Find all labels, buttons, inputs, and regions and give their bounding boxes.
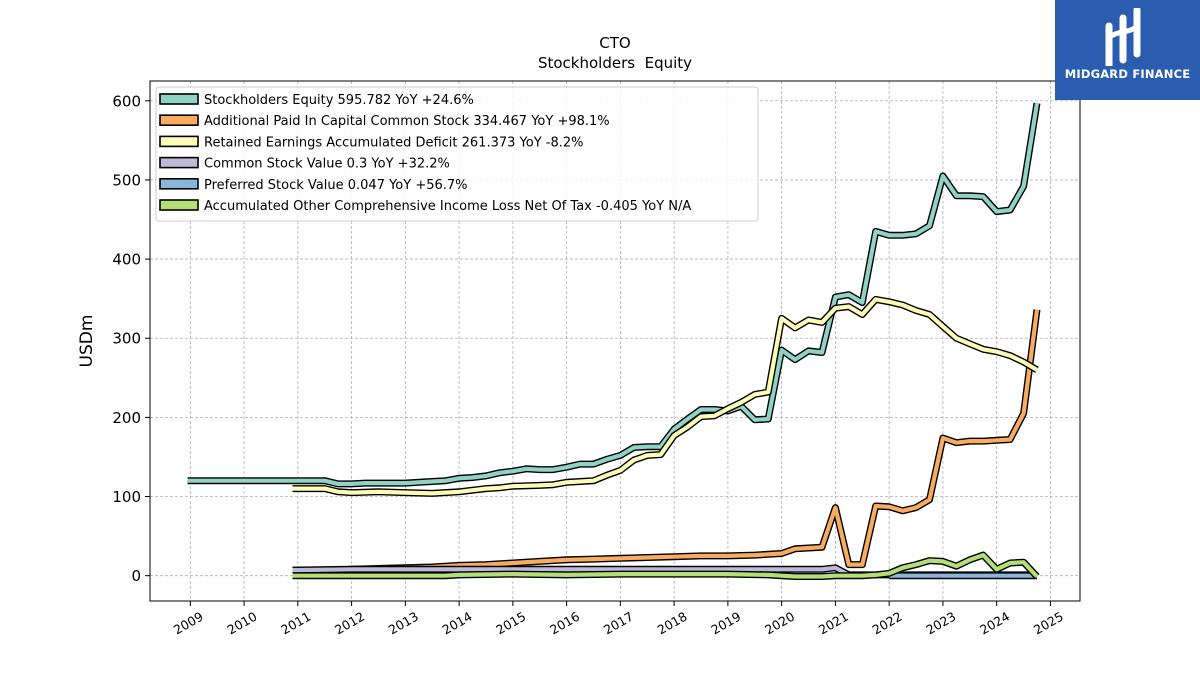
legend-item: Preferred Stock Value 0.047 YoY +56.7% (159, 178, 468, 193)
x-axis: 2009 2010 2011 2012 2013 2014 2015 2016 2017 2018… (171, 601, 1066, 638)
legend-label: Accumulated Other Comprehensive Income L… (204, 199, 691, 214)
y-tick-label: 300 (112, 330, 141, 348)
legend-swatch (159, 114, 199, 126)
chart-subtitle: Stockholders Equity (538, 54, 692, 72)
x-tick-label: 2024 (977, 609, 1012, 638)
legend-item: Retained Earnings Accumulated Deficit 26… (159, 135, 583, 150)
brand-name: MIDGARD FINANCE (1064, 67, 1191, 81)
x-tick-label: 2022 (870, 609, 905, 638)
legend-item: Additional Paid In Capital Common Stock … (159, 114, 610, 129)
x-tick-label: 2016 (547, 609, 582, 638)
series-line-stroke (292, 552, 1039, 579)
x-tick-label: 2020 (762, 609, 797, 638)
x-tick-label: 2011 (278, 609, 313, 638)
legend-item: Common Stock Value 0.3 YoY +32.2% (159, 156, 450, 172)
legend-swatch (159, 135, 199, 148)
y-tick-label: 400 (112, 251, 141, 269)
legend-box (155, 86, 759, 222)
y-tick-label: 500 (112, 171, 141, 189)
x-tick-label: 2015 (493, 609, 528, 638)
x-tick-label: 2012 (332, 609, 367, 638)
x-tick-label: 2010 (225, 609, 260, 638)
series-line (187, 102, 1041, 488)
midgard-logo-icon (1105, 8, 1141, 66)
legend-swatch (159, 93, 199, 105)
x-tick-label: 2014 (440, 609, 475, 638)
legend-label: Additional Paid In Capital Common Stock … (204, 114, 610, 129)
plot-frame (149, 80, 1081, 602)
legend-swatch (159, 178, 199, 190)
x-tick-label: 2013 (386, 609, 421, 638)
legend-label: Preferred Stock Value 0.047 YoY +56.7% (204, 178, 468, 193)
series-line-outline (292, 295, 1039, 497)
legend-item: Accumulated Other Comprehensive Income L… (159, 199, 691, 214)
series-line-stroke (292, 297, 1039, 496)
y-tick-label: 200 (112, 409, 141, 427)
y-axis-label: USDm (77, 315, 97, 368)
legend-label: Common Stock Value 0.3 YoY +32.2% (204, 157, 450, 172)
y-tick-label: 0 (131, 567, 141, 585)
x-tick-label: 2018 (655, 609, 690, 638)
x-tick-label: 2025 (1031, 609, 1066, 638)
legend: Stockholders Equity 595.782 YoY +24.6% Ad… (155, 86, 759, 222)
series-line (292, 295, 1039, 497)
x-tick-label: 2019 (708, 609, 743, 638)
legend-label: Stockholders Equity 595.782 YoY +24.6% (204, 93, 474, 108)
chart-title: CTO (599, 34, 630, 52)
x-tick-label: 2017 (601, 609, 636, 638)
legend-swatch (159, 199, 199, 211)
x-tick-label: 2021 (816, 609, 851, 638)
legend-swatch (159, 156, 199, 169)
brand-logo: MIDGARD FINANCE (1055, 0, 1200, 100)
x-tick-label: 2009 (171, 609, 206, 638)
y-tick-label: 600 (112, 92, 141, 110)
legend-item: Stockholders Equity 595.782 YoY +24.6% (159, 93, 474, 108)
series-line (292, 551, 1040, 580)
series-line-stroke (187, 102, 1040, 486)
y-axis: 0 100 200 300 400 500 600 (112, 92, 150, 585)
y-tick-label: 100 (112, 488, 141, 506)
x-tick-label: 2023 (923, 609, 958, 638)
legend-label: Retained Earnings Accumulated Deficit 26… (204, 135, 583, 150)
plot-lines (187, 102, 1041, 580)
